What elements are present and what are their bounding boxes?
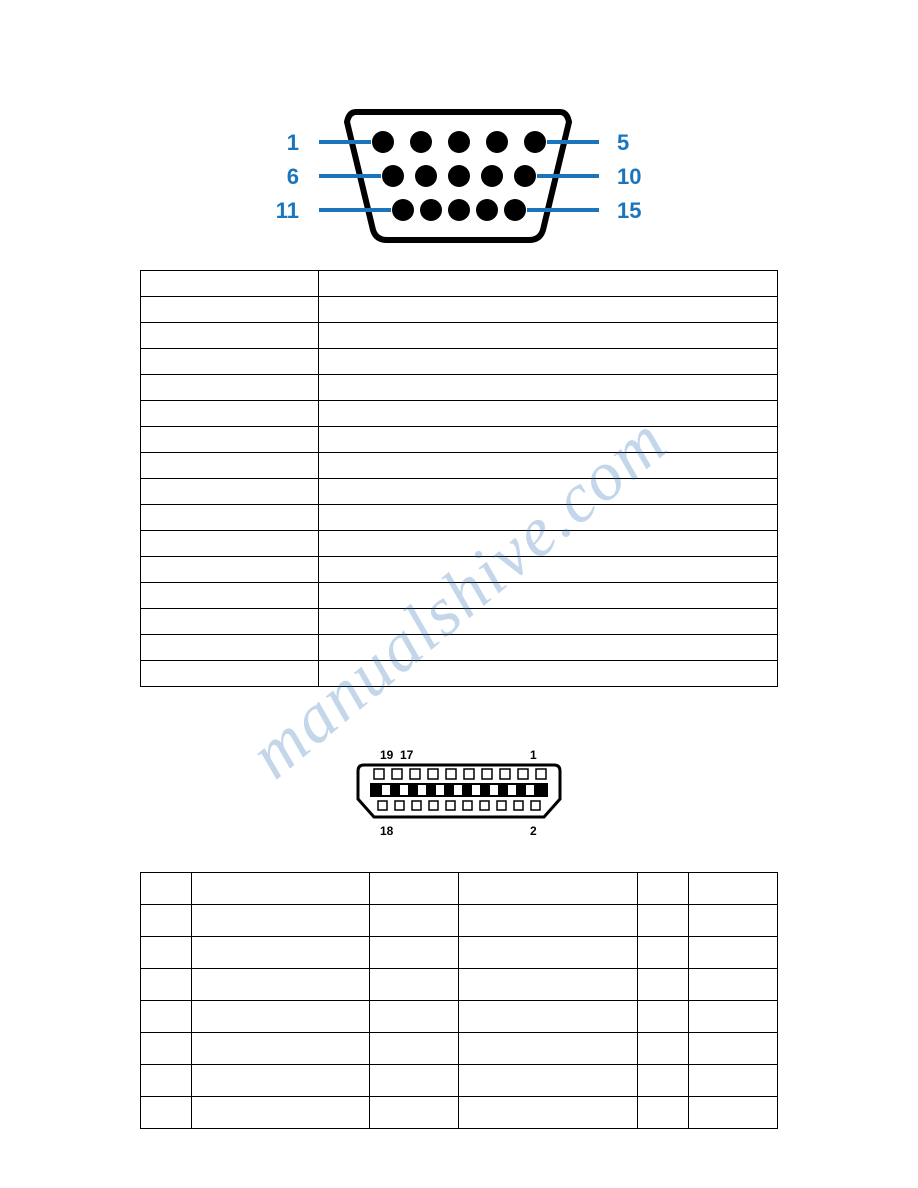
svg-text:1: 1 [287,130,299,155]
svg-text:11: 11 [276,198,299,223]
table-row [141,1065,778,1097]
table-row [141,375,778,401]
hdmi-pin-table [140,872,778,1129]
hdmi-label: 17 [400,748,414,762]
table-row [141,635,778,661]
hdmi-label: 19 [380,748,394,762]
table-row [141,873,778,905]
table-row [141,583,778,609]
document-page: 1 6 11 5 10 15 [0,0,918,1169]
hdmi-label: 1 [530,748,537,762]
table-row [141,905,778,937]
table-row [141,323,778,349]
vga-svg: 1 6 11 5 10 15 [259,100,659,250]
table-row [141,969,778,1001]
hdmi-connector-diagram: 19 17 1 [344,747,574,852]
vga-pin-table [140,270,778,687]
hdmi-label: 2 [530,824,537,838]
hdmi-mid-pins [382,785,534,795]
vga-nums-left: 1 6 11 [276,130,299,223]
table-row [141,937,778,969]
table-row [141,297,778,323]
table-row [141,453,778,479]
table-row [141,401,778,427]
vga-nums-right: 5 10 15 [617,130,641,223]
svg-text:6: 6 [287,164,299,189]
table-row [141,531,778,557]
table-row [141,1097,778,1129]
vga-connector-diagram: 1 6 11 5 10 15 [259,100,659,250]
table-row [141,427,778,453]
table-row [141,557,778,583]
svg-text:10: 10 [617,164,641,189]
table-row [141,349,778,375]
table-row [141,1001,778,1033]
hdmi-svg: 19 17 1 [344,747,574,847]
table-row [141,1033,778,1065]
table-row [141,479,778,505]
table-row [141,271,778,297]
hdmi-label: 18 [380,824,394,838]
table-row [141,505,778,531]
svg-text:15: 15 [617,198,641,223]
table-row [141,661,778,687]
table-row [141,609,778,635]
svg-text:5: 5 [617,130,629,155]
